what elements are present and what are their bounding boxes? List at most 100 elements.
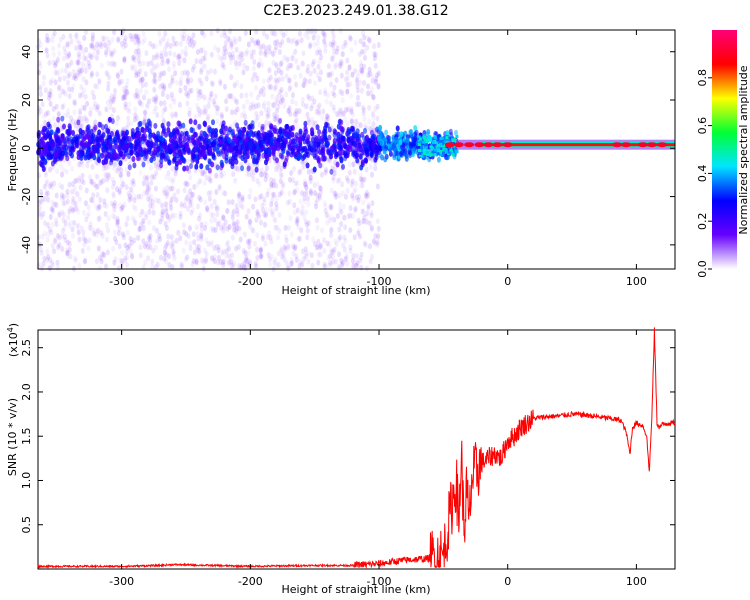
- spectrogram-noise-dot: [317, 194, 322, 201]
- spectrogram-band-dot: [350, 125, 354, 132]
- spectrogram-noise-dot: [249, 172, 254, 178]
- spectrogram-band-dot: [54, 149, 59, 156]
- spectrogram-transition-dot: [423, 153, 427, 157]
- spectrogram-band-dot: [378, 152, 383, 159]
- spectrogram-noise-dot: [357, 51, 362, 58]
- spectrogram-noise-dot: [136, 48, 141, 55]
- spectrogram-noise-dot: [307, 168, 312, 175]
- spectrogram-noise-dot: [247, 239, 252, 245]
- spectrogram-noise-dot: [148, 164, 153, 171]
- spectrogram-noise-dot: [138, 68, 143, 75]
- spectrogram-noise-dot: [117, 187, 122, 194]
- spectrogram-noise-dot: [331, 90, 336, 97]
- spectrogram-noise-dot: [251, 104, 256, 111]
- spectrogram-noise-dot: [228, 28, 233, 35]
- spectrogram-noise-dot: [221, 261, 226, 268]
- spectrogram-noise-dot: [52, 236, 57, 243]
- spectrogram-transition-dot: [441, 154, 444, 157]
- spectrogram-band-dot: [292, 151, 297, 158]
- spectrogram-band-dot: [373, 156, 378, 163]
- spectrogram-noise-dot: [126, 244, 130, 251]
- spectrogram-noise-dot: [78, 108, 83, 115]
- spectrogram-noise-dot: [69, 115, 74, 122]
- spectrogram-noise-dot: [305, 227, 310, 234]
- spectrogram-noise-dot: [232, 36, 237, 42]
- spectrogram-noise-dot: [155, 227, 160, 234]
- spectrogram-noise-dot: [279, 189, 284, 196]
- spectrogram-band-dot: [323, 129, 328, 136]
- spectrogram-noise-dot: [78, 123, 83, 130]
- spectrogram-noise-dot: [343, 76, 348, 83]
- spectrogram-noise-dot: [347, 169, 352, 176]
- spectrogram-noise-dot: [48, 88, 53, 95]
- spectrogram-transition-dot: [423, 138, 427, 142]
- spectrogram-band-dot: [194, 163, 199, 170]
- spectrogram-noise-dot: [338, 27, 343, 34]
- spectrogram-noise-dot: [142, 120, 146, 127]
- spectrogram-noise-dot: [136, 71, 141, 78]
- spectrogram-noise-dot: [312, 240, 317, 247]
- spectrogram-noise-dot: [308, 41, 313, 48]
- spectrogram-noise-dot: [142, 190, 147, 197]
- spectrogram-noise-dot: [70, 86, 75, 93]
- spectrogram-noise-dot: [370, 253, 375, 260]
- spectrogram-noise-dot: [265, 113, 270, 120]
- spectrogram-noise-dot: [66, 79, 70, 86]
- spectrogram-noise-dot: [90, 178, 95, 185]
- spectrogram-noise-dot: [180, 31, 184, 38]
- spectrogram-noise-dot: [355, 73, 360, 80]
- spectrogram-noise-dot: [162, 249, 167, 256]
- spectrogram-noise-dot: [330, 41, 335, 48]
- spectrogram-noise-dot: [264, 45, 269, 52]
- spectrogram-noise-dot: [97, 79, 102, 86]
- spectrogram-noise-dot: [160, 203, 165, 210]
- spectrogram-noise-dot: [99, 179, 104, 185]
- spectrogram-noise-dot: [233, 98, 238, 105]
- spectrogram-noise-dot: [277, 76, 281, 83]
- spectrogram-noise-dot: [375, 72, 380, 79]
- spectrogram-noise-dot: [331, 104, 336, 111]
- spectrogram-transition-dot: [429, 153, 433, 157]
- spectrogram-noise-dot: [289, 257, 294, 264]
- spectrogram-noise-dot: [150, 203, 155, 210]
- spectrogram-noise-dot: [275, 204, 279, 211]
- spectrogram-noise-dot: [147, 208, 152, 215]
- spectrogram-noise-dot: [327, 63, 331, 70]
- spectrogram-noise-dot: [106, 60, 111, 67]
- spectrogram-noise-dot: [221, 259, 226, 265]
- spectrogram-noise-dot: [73, 100, 78, 107]
- spectrogram-noise-dot: [368, 163, 373, 170]
- spectrogram-transition-dot: [431, 152, 435, 156]
- spectrogram-band-dot: [129, 150, 134, 156]
- spectrogram-noise-dot: [237, 60, 242, 67]
- spectrogram-noise-dot: [304, 190, 309, 196]
- spectrogram-noise-dot: [137, 225, 142, 232]
- spectrogram-noise-dot: [313, 27, 318, 34]
- spectrogram-noise-dot: [263, 169, 268, 176]
- spectrogram-transition-dot: [449, 148, 453, 152]
- spectrogram-noise-dot: [47, 91, 52, 98]
- spectrogram-band-dot: [106, 152, 111, 159]
- spectrogram-noise-dot: [317, 108, 322, 115]
- spectrogram-noise-dot: [242, 231, 247, 238]
- spectrogram-noise-dot: [271, 59, 276, 66]
- spectrogram-noise-dot: [109, 93, 114, 100]
- spectrogram-transition-dot: [422, 149, 426, 152]
- spectrogram-noise-dot: [81, 179, 86, 186]
- spectrogram-transition-dot: [445, 136, 449, 140]
- spectrogram-noise-dot: [81, 76, 86, 83]
- spectrogram-noise-dot: [174, 197, 179, 203]
- spectrogram-noise-dot: [133, 39, 138, 46]
- spectrogram-noise-dot: [188, 188, 192, 195]
- spectrogram-noise-dot: [84, 187, 89, 194]
- spectrogram-noise-dot: [63, 67, 68, 74]
- spectrogram-noise-dot: [179, 201, 184, 208]
- spectrogram-noise-dot: [262, 30, 266, 37]
- spectrogram-noise-dot: [92, 94, 97, 101]
- spectrogram-noise-dot: [129, 32, 134, 39]
- spectrogram-noise-dot: [257, 194, 262, 201]
- spectrogram-noise-dot: [140, 101, 145, 108]
- spectrogram-band-dot: [436, 156, 441, 163]
- spectrogram-noise-dot: [189, 196, 193, 203]
- spectrogram-noise-dot: [115, 216, 120, 223]
